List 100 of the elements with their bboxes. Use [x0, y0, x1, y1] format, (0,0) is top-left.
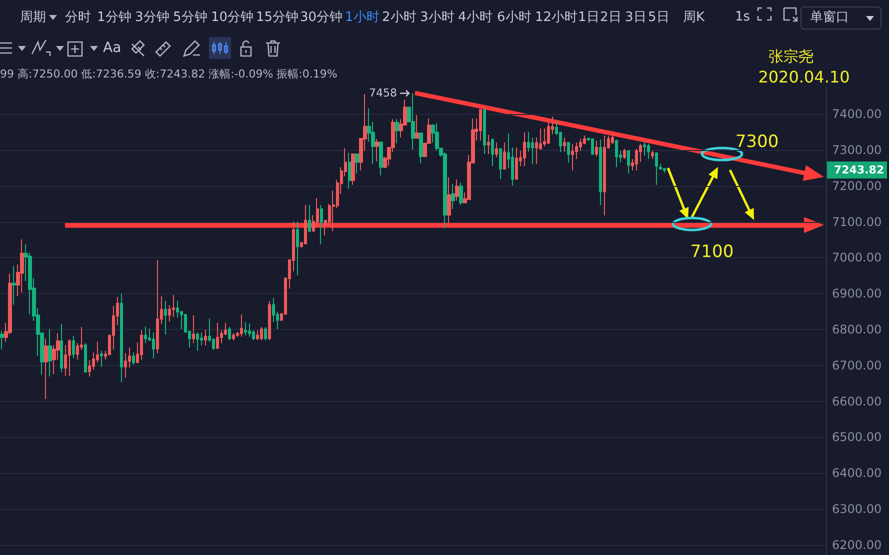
y-tick-label: 6200.00	[832, 538, 882, 552]
y-tick-label: 6900.00	[832, 286, 882, 301]
y-tick-label: 7300.00	[832, 143, 882, 158]
y-tick-label: 6400.00	[832, 466, 882, 480]
candlestick	[643, 142, 646, 156]
candlestick	[48, 328, 52, 378]
text: 3日	[625, 9, 646, 26]
candlestick	[172, 294, 175, 318]
candlestick	[260, 326, 263, 341]
candlestick	[256, 330, 259, 341]
text: 2日	[600, 9, 622, 26]
candlestick	[164, 300, 167, 336]
candlestick	[635, 148, 638, 171]
candlestick	[603, 135, 606, 216]
candlestick	[320, 204, 323, 245]
candlestick	[591, 138, 594, 156]
candlestick	[100, 350, 103, 368]
candlestick	[487, 134, 490, 154]
text: 15分钟	[256, 9, 299, 26]
candlestick	[515, 147, 518, 180]
y-tick-label: 7200.00	[832, 178, 882, 193]
candlestick	[355, 153, 359, 174]
candlestick	[60, 324, 63, 373]
candlestick	[567, 142, 570, 164]
y-tick-label: 7400.00	[832, 107, 882, 122]
candlestick	[351, 153, 355, 186]
candlestick	[304, 204, 307, 244]
text: 2小时	[382, 9, 416, 26]
candlestick	[156, 260, 159, 354]
candlestick	[379, 142, 383, 176]
candlestick	[523, 132, 526, 167]
candlestick	[483, 109, 486, 154]
candlestick	[196, 332, 199, 352]
chart-title: 张宗尧	[768, 48, 814, 66]
candlestick	[375, 138, 379, 162]
candlestick	[459, 182, 463, 206]
candlestick	[308, 204, 311, 233]
candlestick	[144, 326, 147, 344]
candlestick	[563, 136, 566, 152]
candlestick	[72, 335, 75, 359]
text: 分时	[65, 9, 91, 26]
text: 7243.82	[827, 162, 888, 179]
candlestick	[12, 265, 16, 306]
y-tick-label: 6600.00	[832, 394, 882, 408]
candlestick	[447, 176, 451, 226]
candlestick	[455, 178, 459, 202]
candlestick	[595, 140, 598, 157]
text: 12小时	[535, 9, 578, 26]
candlestick	[411, 92, 415, 150]
candlestick	[348, 152, 351, 190]
candlestick	[655, 152, 658, 186]
annotation: 99 高:7250.00 低:7236.59 收:7243.82 涨幅:-0.09% 振幅:0.19%	[0, 66, 338, 82]
text: 4小时	[458, 9, 492, 26]
text: 周期	[20, 9, 46, 26]
y-tick-label: 6300.00	[832, 502, 882, 516]
candlestick	[599, 139, 602, 206]
candlestick	[152, 332, 155, 359]
candlestick	[240, 314, 243, 338]
candlestick	[132, 352, 135, 366]
text: 3分钟	[135, 9, 170, 26]
candlestick	[204, 329, 207, 346]
text: 周K	[683, 9, 705, 26]
candlestick	[140, 330, 143, 360]
candlestick	[395, 118, 399, 144]
text: 6小时	[497, 9, 532, 26]
candlestick	[415, 114, 419, 139]
candlestick	[647, 143, 650, 160]
text: 10分钟	[211, 9, 254, 26]
text: 1小时	[345, 9, 380, 26]
candlestick	[499, 148, 502, 180]
candlestick	[216, 322, 219, 349]
candlestick	[232, 332, 235, 341]
text: 5日	[648, 9, 670, 26]
candlestick	[451, 183, 455, 210]
candlestick	[651, 150, 654, 160]
candlestick	[443, 152, 447, 229]
text: 5分钟	[173, 9, 208, 26]
annotation: 7458	[369, 86, 397, 100]
text: 3小时	[420, 9, 454, 26]
candlestick	[244, 321, 247, 336]
candlestick	[627, 150, 630, 174]
candlestick	[659, 164, 662, 170]
candlestick	[495, 142, 498, 158]
candlestick	[228, 326, 231, 341]
candlestick	[192, 314, 195, 344]
text: 单窗口	[810, 9, 849, 26]
annotation: 7100	[690, 242, 734, 262]
candlestick	[571, 143, 574, 171]
candlestick	[0, 330, 4, 350]
y-tick-label: 7000.00	[832, 250, 882, 265]
candlestick	[68, 338, 71, 376]
text: 1分钟	[97, 9, 132, 26]
text: 30分钟	[300, 9, 343, 26]
text: 1日	[578, 9, 600, 26]
candlestick	[503, 142, 506, 170]
text: 1s	[735, 10, 750, 24]
candlestick	[44, 338, 48, 400]
candlestick	[479, 109, 482, 142]
candlestick	[623, 148, 626, 160]
y-tick-label: 6800.00	[832, 322, 882, 337]
